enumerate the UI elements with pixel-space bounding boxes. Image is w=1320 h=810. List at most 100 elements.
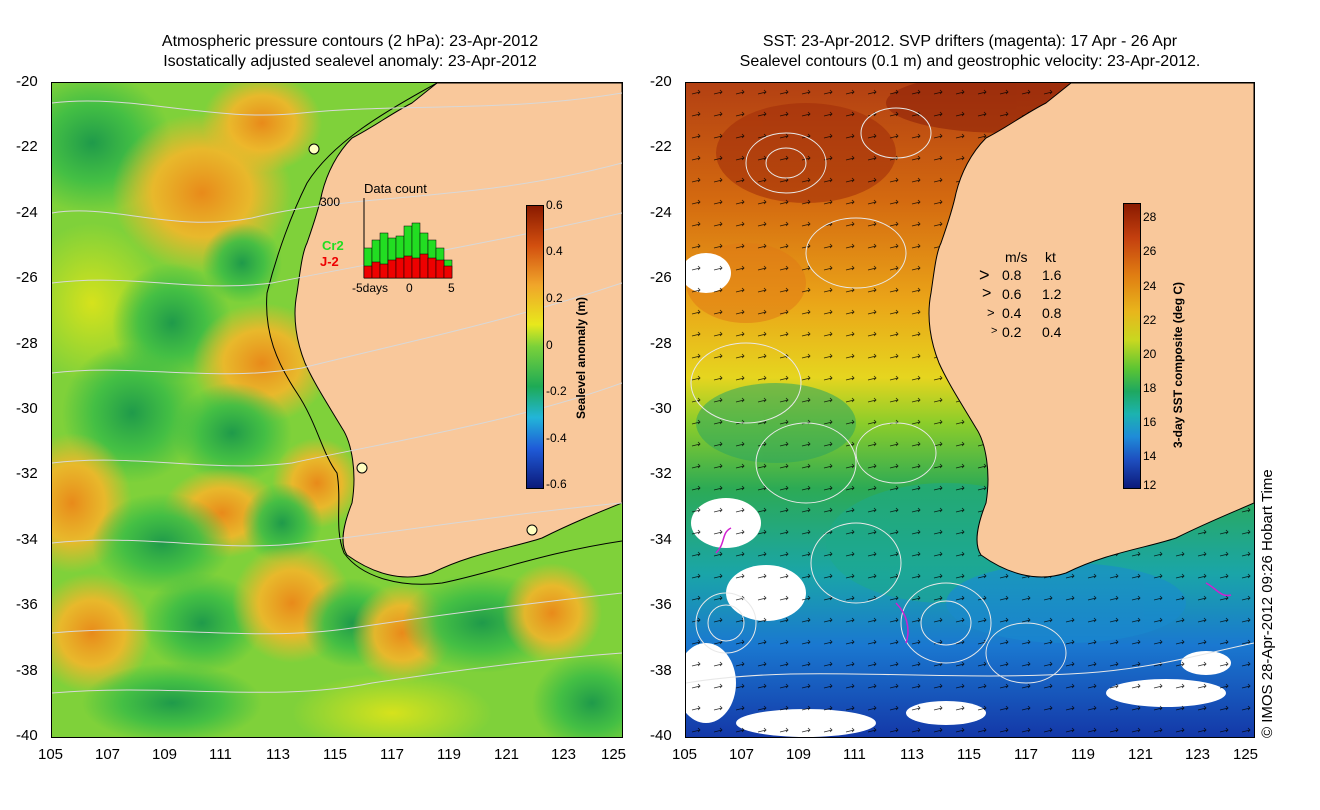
inset-title: Data count: [364, 181, 427, 196]
velocity-legend-arrow: >: [979, 265, 990, 285]
velocity-legend-kt: 1.6: [1042, 267, 1062, 283]
left-lat-tick: -38: [16, 662, 38, 679]
right-lat-tick: -30: [650, 400, 672, 417]
left-lat-tick: -26: [16, 269, 38, 286]
velocity-legend-ms: 0.8: [1002, 267, 1022, 283]
sst-cb-tick: 12: [1143, 478, 1157, 492]
right-lon-tick: 123: [1185, 746, 1211, 763]
left-lat-tick: -20: [16, 73, 38, 90]
station-marker: [356, 462, 368, 474]
shelf-contour: [266, 83, 622, 585]
right-lat-tick: -34: [650, 531, 672, 548]
sealevel-cb-tick: 0.6: [546, 198, 563, 212]
inset-series-cr2: Cr2: [322, 238, 344, 253]
left-lon-tick: 115: [323, 746, 347, 763]
left-lat-tick: -40: [16, 727, 38, 744]
imos-credit: © IMOS 28-Apr-2012 09:26 Hobart Time: [1259, 469, 1276, 738]
velocity-legend: m/s kt > 0.8 1.6 > 0.6 1.2 > 0.4 0.8 > 0…: [979, 243, 1122, 353]
left-lon-tick: 121: [494, 746, 520, 763]
sst-cb-tick: 28: [1143, 210, 1157, 224]
sealevel-cb-tick: -0.4: [546, 431, 567, 445]
velocity-legend-arrow: >: [982, 285, 992, 302]
left-lon-tick: 113: [266, 746, 290, 763]
left-lon-tick: 109: [152, 746, 178, 763]
inset-xtick-zero: 0: [406, 281, 413, 295]
right-lon-tick: 117: [1014, 746, 1038, 763]
right-lon-tick: 109: [786, 746, 812, 763]
right-lat-tick: -20: [650, 73, 672, 90]
left-lat-tick: -36: [16, 596, 38, 613]
velocity-legend-arrow: >: [987, 305, 995, 320]
left-lat-tick: -22: [16, 138, 38, 155]
drifter-tracks: [715, 527, 1232, 644]
right-lon-tick: 125: [1233, 746, 1259, 763]
sst-cb-tick: 20: [1143, 347, 1157, 361]
sst-map-svg: [686, 83, 1254, 737]
left-lon-tick: 119: [437, 746, 461, 763]
inset-xtick-end: 5: [448, 281, 455, 295]
left-lat-tick: -32: [16, 465, 38, 482]
right-lon-tick: 107: [729, 746, 755, 763]
inset-xtick-start: -5days: [352, 281, 389, 295]
velocity-legend-ms: 0.6: [1002, 286, 1022, 302]
velocity-legend-ms: 0.2: [1002, 324, 1022, 340]
inset-bars-j2: [363, 253, 453, 279]
velocity-legend-arrow: >: [991, 325, 998, 337]
pressure-contours: [52, 92, 622, 694]
sst-colorbar: [1123, 203, 1141, 489]
right-lon-tick: 121: [1128, 746, 1154, 763]
left-lat-tick: -24: [16, 204, 38, 221]
left-title-line1: Atmospheric pressure contours (2 hPa): 2…: [161, 33, 539, 50]
velocity-legend-header-kt: kt: [1045, 249, 1056, 265]
sealevel-contours: [686, 107, 1254, 684]
sst-cb-label: 3-day SST composite (deg C): [1171, 281, 1185, 448]
sst-cb-tick: 24: [1143, 279, 1157, 293]
sealevel-cb-tick: 0.2: [546, 291, 563, 305]
right-lon-tick: 105: [672, 746, 698, 763]
inset-ymax: 300: [320, 195, 341, 209]
left-lat-tick: -30: [16, 400, 38, 417]
velocity-legend-kt: 0.4: [1042, 324, 1062, 340]
velocity-legend-kt: 0.8: [1042, 305, 1062, 321]
right-lat-tick: -22: [650, 138, 672, 155]
land-mass: [928, 83, 1254, 578]
left-lon-tick: 117: [380, 746, 404, 763]
sst-cb-tick: 16: [1143, 415, 1157, 429]
right-lon-tick: 115: [957, 746, 981, 763]
sealevel-cb-label: Sealevel anomaly (m): [574, 296, 588, 419]
sst-cb-tick: 26: [1143, 244, 1157, 258]
right-lat-tick: -40: [650, 727, 672, 744]
sst-cb-tick: 18: [1143, 381, 1157, 395]
sealevel-cb-tick: 0.4: [546, 244, 563, 258]
sealevel-cb-tick: 0: [546, 338, 553, 352]
sst-cb-tick: 22: [1143, 313, 1157, 327]
left-lat-tick: -34: [16, 531, 38, 548]
right-lat-tick: -24: [650, 204, 672, 221]
velocity-legend-header-ms: m/s: [1005, 249, 1028, 265]
sst-map: m/s kt > 0.8 1.6 > 0.6 1.2 > 0.4 0.8 > 0…: [685, 82, 1255, 738]
left-lat-tick: -28: [16, 335, 38, 352]
right-lon-tick: 111: [843, 746, 866, 763]
right-lat-tick: -26: [650, 269, 672, 286]
right-title-line1: SST: 23-Apr-2012. SVP drifters (magenta)…: [762, 33, 1178, 50]
left-lon-tick: 107: [95, 746, 121, 763]
left-lon-tick: 105: [38, 746, 64, 763]
right-lon-tick: 113: [900, 746, 924, 763]
sealevel-colorbar: [526, 205, 544, 489]
right-lat-tick: -38: [650, 662, 672, 679]
left-title: Atmospheric pressure contours (2 hPa): 2…: [80, 32, 620, 72]
left-lon-tick: 125: [601, 746, 627, 763]
left-lon-tick: 123: [551, 746, 577, 763]
station-marker: [308, 143, 320, 155]
right-lat-tick: -28: [650, 335, 672, 352]
left-lon-tick: 111: [209, 746, 232, 763]
sealevel-cb-tick: -0.6: [546, 477, 567, 491]
right-title-line2: Sealevel contours (0.1 m) and geostrophi…: [739, 53, 1201, 70]
right-lat-tick: -36: [650, 596, 672, 613]
sealevel-anomaly-map: Data count 300 Cr2 J-2 -: [51, 82, 623, 738]
velocity-legend-ms: 0.4: [1002, 305, 1022, 321]
velocity-legend-kt: 1.2: [1042, 286, 1062, 302]
sealevel-cb-tick: -0.2: [546, 384, 567, 398]
right-lat-tick: -32: [650, 465, 672, 482]
inset-histogram: [363, 198, 453, 279]
